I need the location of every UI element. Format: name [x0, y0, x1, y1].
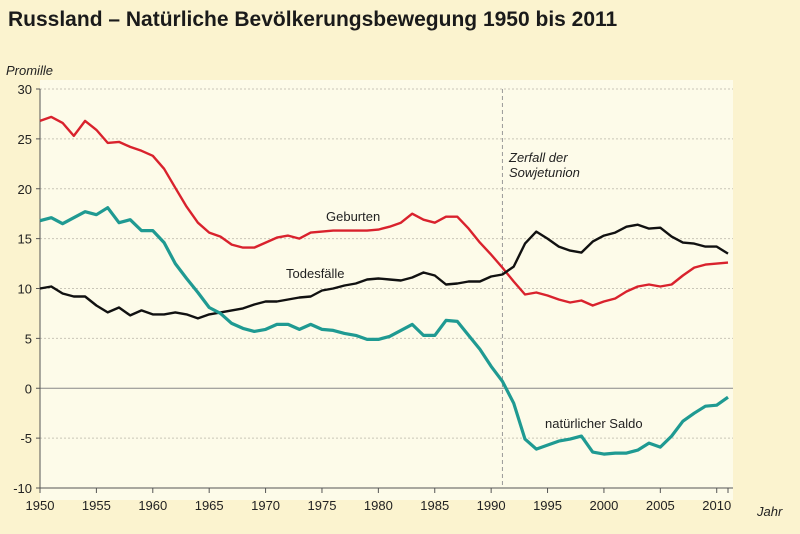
y-tick-label: 30 [18, 82, 32, 97]
y-tick-label: 5 [25, 331, 32, 346]
series-line-1 [39, 223, 729, 320]
series-label-todesfaelle: Todesfälle [286, 266, 345, 281]
chart-title: Russland – Natürliche Bevölkerungsbewegu… [8, 8, 618, 31]
series-label-saldo: natürlicher Saldo [545, 416, 643, 431]
y-tick-label: 0 [25, 381, 32, 396]
x-tick-label: 1985 [420, 498, 449, 513]
y-tick-label: 20 [18, 182, 32, 197]
series-label-geburten: Geburten [326, 209, 380, 224]
x-tick-label: 2000 [589, 498, 618, 513]
x-tick-label: 1960 [138, 498, 167, 513]
y-tick-label: 25 [18, 132, 32, 147]
x-tick-label: 2005 [646, 498, 675, 513]
series-line-0 [39, 115, 729, 307]
x-tick-label: 1970 [251, 498, 280, 513]
x-tick-label: 1950 [26, 498, 55, 513]
y-axis-label: Promille [6, 63, 53, 78]
x-tick-label: 1955 [82, 498, 111, 513]
y-tick-label: 15 [18, 232, 32, 247]
annotation-line1: Zerfall der [508, 150, 568, 165]
y-tick-label: 10 [18, 282, 32, 297]
x-tick-label: 1990 [477, 498, 506, 513]
x-tick-label: 1975 [308, 498, 337, 513]
x-tick-label: 2010 [702, 498, 731, 513]
x-axis-label: Jahr [756, 504, 783, 519]
series-line-2 [39, 206, 729, 456]
annotation-line2: Sowjetunion [509, 165, 580, 180]
x-tick-label: 1980 [364, 498, 393, 513]
x-tick-label: 1965 [195, 498, 224, 513]
y-tick-label: -10 [13, 481, 32, 496]
x-tick-label: 1995 [533, 498, 562, 513]
plot-area [40, 80, 733, 500]
y-tick-label: -5 [20, 431, 32, 446]
